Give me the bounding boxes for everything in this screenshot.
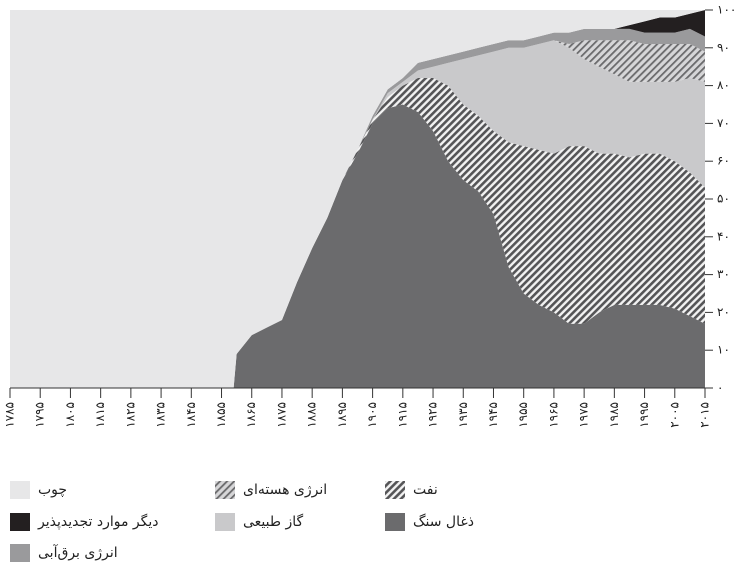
y-tick-label: ۴۰	[717, 229, 730, 243]
legend-swatch	[215, 481, 235, 499]
x-tick-label: ۲۰۰۵	[667, 402, 681, 428]
legend-swatch	[10, 513, 30, 531]
legend-label: چوب	[38, 482, 67, 498]
x-tick-label: ۱۹۱۵	[395, 402, 409, 428]
y-tick-label: ۱۰۰	[717, 3, 736, 17]
y-tick-label: ۱۰	[717, 343, 730, 357]
x-tick-label: ۱۹۶۵	[546, 402, 560, 428]
y-tick-label: ۸۰	[717, 78, 730, 92]
y-tick-label: ۵۰	[717, 192, 730, 206]
x-tick-label: ۱۸۷۵	[274, 402, 288, 428]
area	[10, 78, 705, 388]
area	[10, 10, 705, 388]
x-tick-label: ۱۸۸۵	[305, 402, 319, 428]
area	[10, 40, 705, 389]
x-tick-label: ۱۹۴۵	[486, 402, 500, 428]
x-tick-label: ۱۸۰۵	[63, 402, 77, 428]
legend-swatch	[385, 513, 405, 531]
legend-label: دیگر موارد تجدیدپذیر	[37, 513, 159, 530]
x-tick-label: ۱۸۱۵	[93, 402, 107, 428]
y-tick-label: ۷۰	[717, 116, 730, 130]
y-tick-label: ۲۰	[717, 305, 730, 319]
legend-label: انرژی برق‌آبی	[38, 544, 118, 561]
legend-swatch	[215, 513, 235, 531]
legend-swatch	[10, 481, 30, 499]
x-tick-label: ۱۹۰۵	[365, 402, 379, 428]
y-tick-label: ۶۰	[717, 154, 730, 168]
area	[10, 40, 705, 389]
legend-swatch	[385, 481, 405, 499]
x-tick-label: ۱۸۵۵	[214, 402, 228, 428]
x-tick-label: ۱۷۹۵	[33, 402, 47, 428]
legend-label: نفت	[413, 482, 438, 498]
x-tick-label: ۱۸۲۵	[123, 402, 137, 428]
x-tick-label: ۱۹۳۵	[456, 402, 470, 428]
legend-label: انرژی هسته‌ای	[243, 482, 327, 498]
x-tick-label: ۱۹۲۵	[426, 402, 440, 428]
y-tick-label: ۰	[717, 381, 723, 395]
y-tick-label: ۹۰	[717, 40, 730, 54]
x-tick-label: ۱۹۹۵	[637, 402, 651, 428]
legend-swatch	[10, 544, 30, 562]
legend-label: گاز طبیعی	[243, 513, 303, 530]
x-tick-label: ۱۷۸۵	[3, 402, 17, 428]
x-tick-label: ۱۸۶۵	[244, 402, 258, 428]
x-tick-label: ۱۹۵۵	[516, 402, 530, 428]
x-tick-label: ۱۸۳۵	[154, 402, 168, 428]
area	[10, 104, 705, 388]
x-tick-label: ۱۸۹۵	[335, 402, 349, 428]
x-tick-label: ۲۰۱۵	[698, 402, 712, 428]
x-tick-label: ۱۸۴۵	[184, 402, 198, 428]
x-tick-label: ۱۹۷۵	[577, 402, 591, 428]
y-tick-label: ۳۰	[717, 267, 730, 281]
legend-label: ذغال سنگ	[413, 513, 474, 530]
x-tick-label: ۱۹۸۵	[607, 402, 621, 428]
